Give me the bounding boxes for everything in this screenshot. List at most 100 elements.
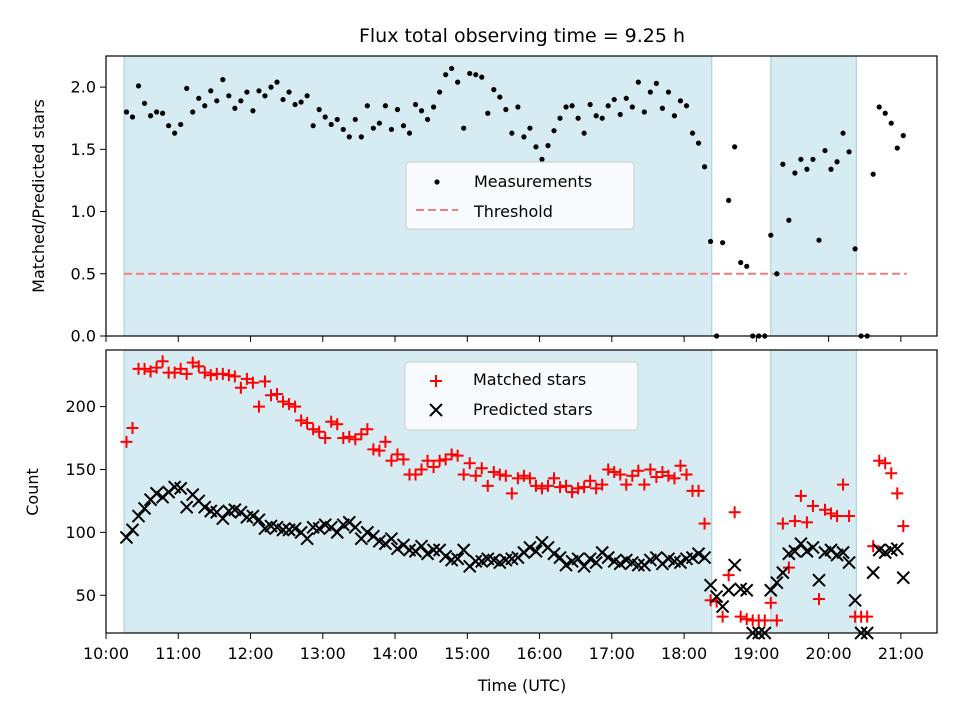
matched-stars-point [186,356,199,369]
measurement-point [382,103,389,109]
matched-stars-point [216,367,229,380]
matched-stars-point [198,366,211,379]
measurement-point [593,113,599,119]
x-tick-label: 11:00 [155,644,201,663]
matched-stars-point [554,481,567,494]
measurement-point [689,130,696,136]
measurement-point [473,72,479,78]
predicted-stars-point [631,558,646,572]
measurement-point [250,108,256,114]
measurement-point [575,115,581,121]
matched-stars-point [228,370,241,383]
x-tick-label: 17:00 [589,644,635,663]
matched-stars-point [493,468,506,481]
matched-stars-point [264,389,277,402]
shaded-interval [770,55,857,337]
measurement-point [123,109,130,115]
measurement-point [822,147,828,154]
measurement-point [160,110,166,116]
legend-measurements-label: Measurements [474,172,592,191]
measurement-point [208,88,214,94]
measurement-point [683,103,690,109]
predicted-stars-point [812,573,826,587]
matched-stars-point [469,469,482,482]
matched-stars-point [650,471,663,484]
measurement-point [135,83,142,89]
matched-stars-point [391,448,404,461]
matched-stars-point [806,499,819,512]
count-panel: 50 100 150 200 10:00 11:00 12:00 13:00 14:00 15:… [23,349,938,695]
x-tick-label: 21:00 [878,644,924,663]
measurement-point [334,116,340,123]
measurement-point [659,105,666,111]
measurement-point [732,144,738,150]
measurement-point [695,140,702,146]
matched-stars-point [529,479,542,492]
matched-stars-point [373,444,386,457]
matched-stars-point [692,484,705,497]
matched-stars-point [307,423,320,436]
predicted-stars-point [276,523,290,537]
matched-stars-point [764,596,777,609]
predicted-stars-point [776,565,790,580]
measurement-point [792,170,798,176]
measurement-point [894,145,900,151]
measurement-point [232,105,238,111]
measurement-point [226,93,232,99]
matched-stars-point [451,449,464,462]
matched-stars-point [355,428,368,441]
ratio-y-axis-label: Matched/Predicted stars [29,99,48,293]
measurement-point [280,96,286,103]
matched-stars-point [319,432,332,445]
predicted-stars-point [529,544,543,558]
measurement-point [533,144,539,150]
measurement-point [406,130,413,136]
matched-stars-point [572,482,585,495]
matched-stars-point [668,472,681,485]
matched-stars-point [885,467,898,480]
measurement-point [551,128,557,134]
measurement-point [599,115,605,121]
predicted-stars-point [583,552,597,566]
matched-stars-point [126,421,139,434]
predicted-stars-point [450,552,465,566]
legend-measurements-marker [434,179,440,185]
matched-stars-point [517,469,530,482]
measurement-point [515,104,521,110]
measurement-point [340,126,346,133]
predicted-stars-point [252,513,266,527]
matched-stars-point [397,453,410,466]
measurement-point [364,103,370,109]
measurement-point [178,121,184,128]
x-tick-label: 12:00 [227,644,273,663]
measurement-point [882,110,888,116]
figure-title: Flux total observing time = 9.25 h [359,25,685,47]
measurement-point [846,149,852,155]
matched-stars-point [776,517,789,530]
x-tick-label: 15:00 [444,644,490,663]
measurement-point [647,89,653,95]
measurement-point [172,130,178,136]
matched-stars-point [632,464,645,477]
matched-stars-point [873,454,886,467]
predicted-stars-point [848,593,862,608]
x-tick-label: 16:00 [517,644,563,663]
y-tick-label: 100 [65,523,96,542]
measurement-point [834,159,840,165]
measurement-point [605,103,611,109]
measurement-point [774,271,780,277]
measurement-point [437,89,443,95]
matched-stars-point [361,423,374,436]
predicted-stars-point [806,540,820,555]
predicted-stars-point [420,547,435,561]
measurement-point [635,79,641,85]
predicted-stars-point [149,486,164,501]
measurement-point [617,111,623,118]
legend-matched-marker [430,375,442,387]
predicted-stars-point [173,481,188,496]
measurement-point [358,134,364,140]
matched-stars-point [421,454,434,467]
x-tick-label: 13:00 [300,644,346,663]
predicted-stars-point [119,530,134,545]
matched-stars-point [258,375,271,388]
